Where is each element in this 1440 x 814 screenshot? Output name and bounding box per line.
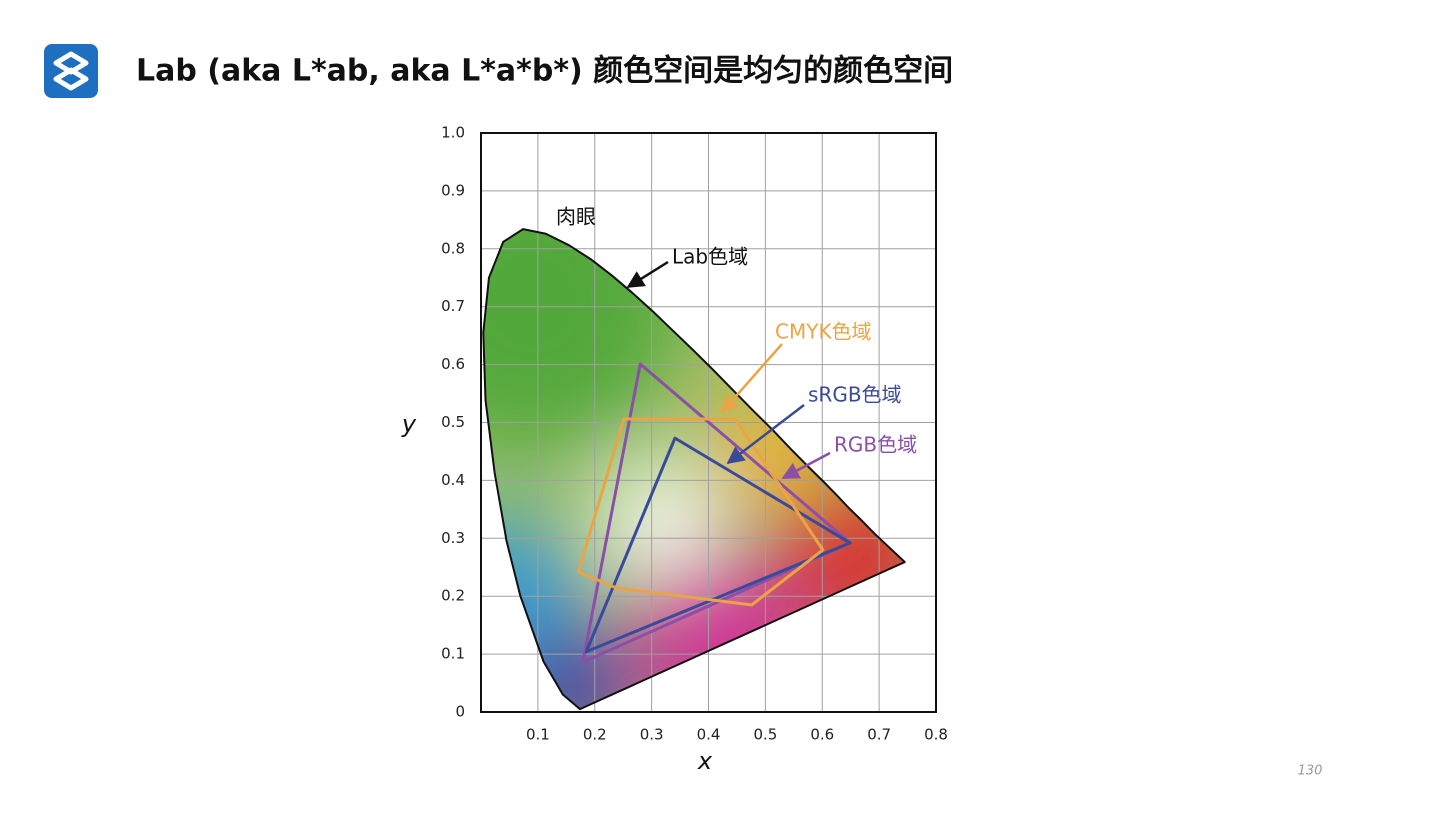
y-tick-label: 0 bbox=[455, 703, 465, 721]
gamut bbox=[576, 417, 825, 607]
x-axis-label: x bbox=[697, 747, 713, 775]
x-tick-label: 0.7 bbox=[867, 726, 891, 744]
y-tick-label: 0.9 bbox=[441, 181, 465, 199]
annotation: Lab色域 bbox=[672, 245, 748, 269]
annotation: RGB色域 bbox=[834, 433, 917, 457]
y-tick-label: 0.3 bbox=[441, 529, 465, 547]
plot-frame bbox=[480, 132, 937, 713]
page-number: 130 bbox=[1298, 764, 1323, 779]
y-tick-label: 0.2 bbox=[441, 587, 465, 605]
x-tick-label: 0.2 bbox=[583, 726, 607, 744]
y-tick-label: 0.7 bbox=[441, 297, 465, 315]
annotation: CMYK色域 bbox=[775, 320, 872, 344]
y-tick-label: 0.4 bbox=[441, 471, 465, 489]
x-tick-label: 0.8 bbox=[924, 726, 948, 744]
y-tick-label: 0.6 bbox=[441, 355, 465, 373]
spectral-locus bbox=[482, 228, 906, 711]
y-tick-label: 0.8 bbox=[441, 239, 465, 257]
y-axis-label: y bbox=[401, 410, 417, 438]
annotation-arrow bbox=[726, 404, 805, 465]
y-tick-label: 0.1 bbox=[441, 645, 465, 663]
x-tick-label: 0.1 bbox=[526, 726, 550, 744]
x-tick-label: 0.3 bbox=[640, 726, 664, 744]
slide-title: Lab (aka L*ab, aka L*a*b*) 颜色空间是均匀的颜色空间 bbox=[136, 54, 953, 89]
x-tick-label: 0.6 bbox=[810, 726, 834, 744]
logo bbox=[44, 44, 98, 98]
x-tick-label: 0.5 bbox=[753, 726, 777, 744]
annotation: sRGB色域 bbox=[808, 383, 902, 407]
y-tick-label: 1.0 bbox=[441, 124, 465, 142]
annotation-arrow bbox=[781, 451, 831, 480]
annotation-arrow bbox=[720, 343, 783, 414]
y-tick-label: 0.5 bbox=[441, 413, 465, 431]
x-tick-label: 0.4 bbox=[697, 726, 721, 744]
gamut bbox=[584, 436, 852, 654]
annotation: 肉眼 bbox=[556, 205, 596, 229]
annotation-arrow bbox=[626, 260, 669, 289]
